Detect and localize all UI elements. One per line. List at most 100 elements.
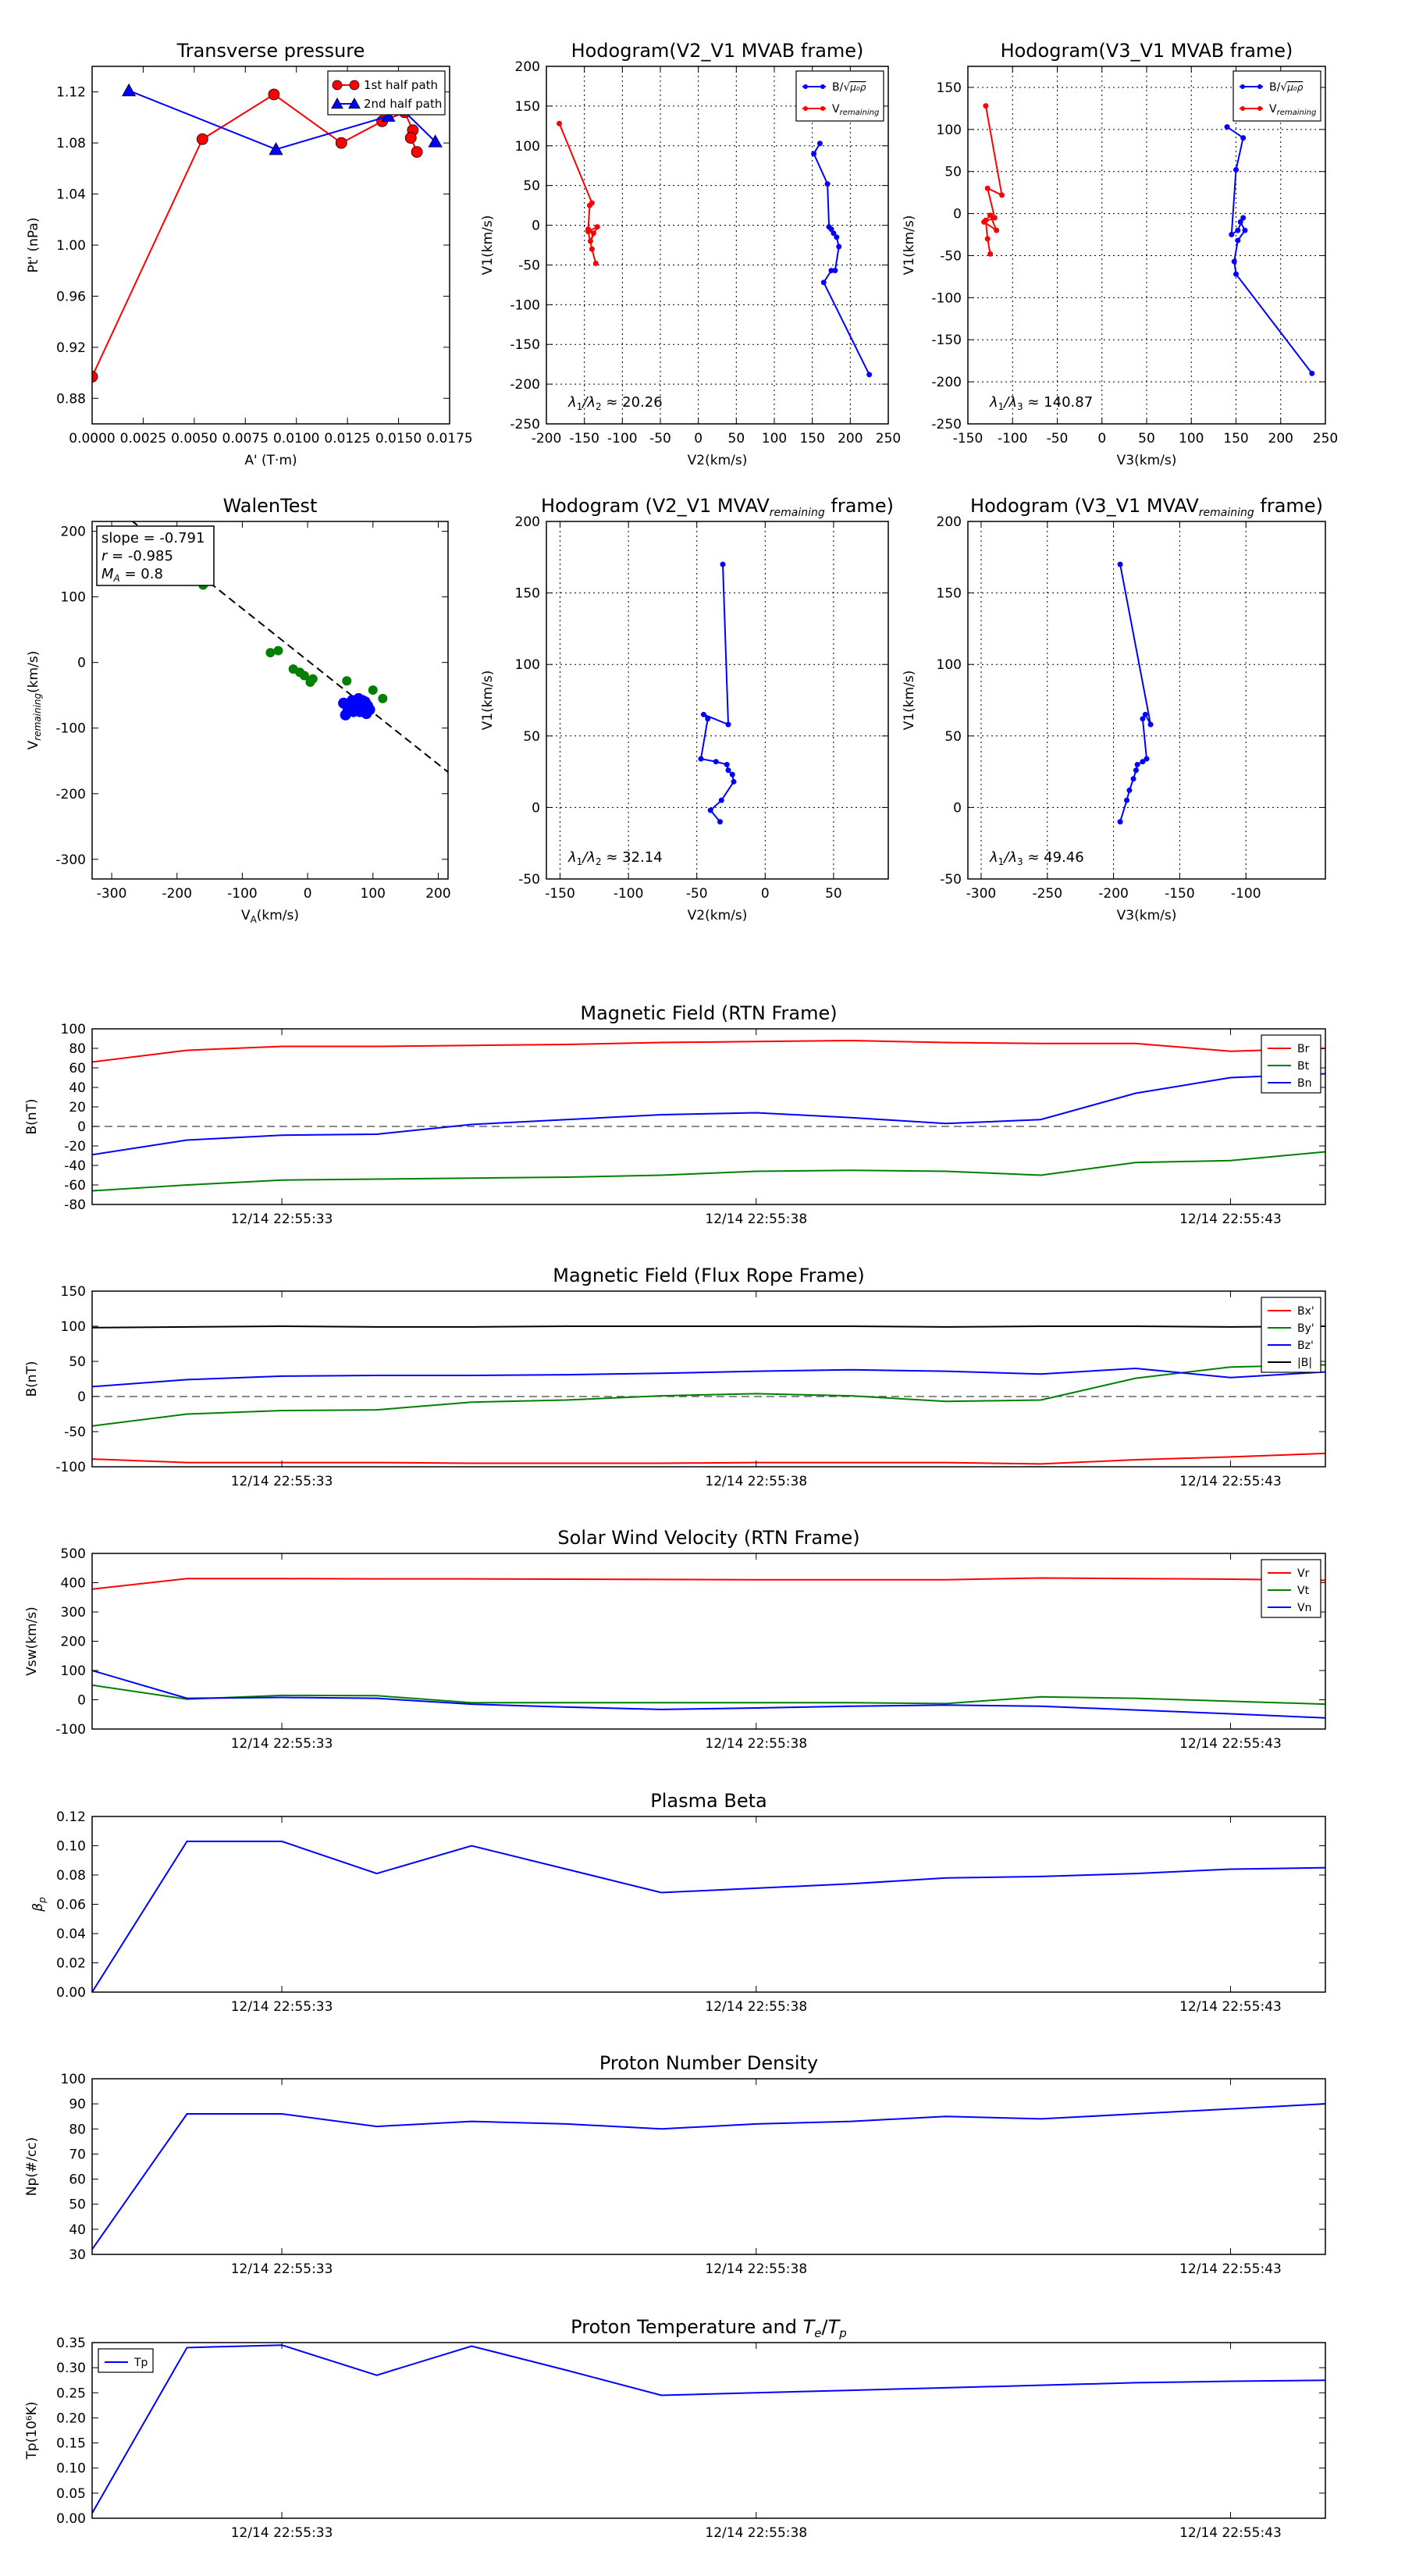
x-axis-label: V3(km/s) [1117,908,1177,923]
y-tick-label: -200 [510,377,540,393]
y-tick-label: 100 [61,1022,86,1037]
data-point [1142,711,1148,717]
y-tick-label: 150 [515,99,540,115]
y-tick-label: 40 [69,1080,86,1096]
y-tick-label: 100 [937,657,962,673]
x-tick-label: 12/14 22:55:38 [705,1999,807,2015]
x-tick-label: 0.0175 [426,431,472,447]
y-tick-label: -100 [931,290,962,306]
y-tick-label: -100 [55,1460,86,1475]
y-tick-label: 100 [61,1663,86,1679]
x-tick-label: 12/14 22:55:43 [1179,1736,1282,1752]
data-point [1144,756,1150,762]
data-point [705,716,711,722]
data-point [1147,721,1154,728]
data-point [700,711,706,717]
y-tick-label: -150 [510,337,540,353]
data-point [1309,370,1315,376]
y-tick-label: 1.00 [56,238,86,254]
data-point [1133,767,1139,774]
x-axis-label: VA(km/s) [241,908,299,925]
y-tick-label: -250 [931,417,962,432]
x-tick-label: 12/14 22:55:33 [231,2525,333,2541]
data-point [585,229,592,235]
chart-np: Proton Number Density 12/14 22:55:33 12/14… [24,2052,1326,2277]
y-axis-label: V1(km/s) [902,215,917,276]
y-tick-label: 90 [69,2097,86,2112]
data-point [987,251,994,257]
series-line-hodo [699,564,735,823]
chart-data-group [698,561,737,825]
data-point [592,260,599,266]
series-line-Vremaining [982,105,1003,254]
series-line-By [92,1364,1325,1427]
y-tick-label: 0 [953,800,962,816]
data-point [717,819,724,825]
y-tick-label: 0 [77,1119,86,1135]
x-tick-label: 12/14 22:55:33 [231,2261,333,2277]
data-point [1240,215,1247,221]
x-tick-label: 100 [1179,431,1204,447]
data-point [196,133,208,145]
y-tick-label: 0.88 [56,391,86,407]
y-tick-label: 0.10 [56,2461,86,2477]
chart-tp2: Proton Temperature and Te/Tp 12/14 22:55:… [24,2316,1326,2541]
legend-marker [803,106,808,111]
y-axis-label: Pt' (nPa) [26,218,41,273]
data-point [1242,227,1248,233]
data-point [832,268,838,274]
y-tick-label: 200 [515,59,540,75]
legend-label: Bx' [1297,1305,1314,1318]
series-line-Vt [92,1684,1325,1706]
chart-data-group [557,120,873,378]
x-tick-label: 100 [762,431,787,447]
x-tick-label: 0.0150 [375,431,422,447]
x-tick-label: 12/14 22:55:38 [705,2525,807,2541]
y-tick-label: 50 [69,2197,86,2213]
data-point [1237,219,1243,225]
x-tick-label: -150 [545,886,575,902]
series-line-beta [92,1840,1325,1992]
legend-label: Br [1297,1043,1310,1055]
y-tick-label: -100 [510,297,540,313]
y-tick-label: 0 [532,800,540,816]
y-tick-label: 50 [944,165,962,180]
data-point [590,230,596,237]
data-point [1224,124,1230,130]
y-tick-label: 100 [61,590,86,606]
data-point [1130,776,1136,782]
y-tick-label: 300 [61,1605,86,1621]
x-axis-label: A' (T·m) [244,453,297,468]
x-tick-label: -250 [1032,886,1062,902]
x-tick-label: 200 [838,431,863,447]
x-tick-label: -300 [966,886,997,902]
legend-marker [1257,106,1262,111]
chart-title: Hodogram (V2_V1 MVAVremaining frame) [541,495,894,519]
y-tick-label: 100 [61,2072,86,2087]
chart-title: Solar Wind Velocity (RTN Frame) [557,1527,859,1549]
y-tick-label: 0.10 [56,1839,86,1855]
y-tick-label: -50 [64,1425,86,1440]
legend-box [1261,1559,1321,1618]
legend-marker [820,106,825,111]
y-axis-label: βp [30,1897,48,1912]
y-tick-label: 0 [953,207,962,222]
plot-frame [91,1290,1326,1468]
x-tick-label: 0 [304,886,312,902]
legend-label: B/√μ₀ρ [832,81,866,94]
x-tick-label: 0 [761,886,770,902]
y-axis-label: V1(km/s) [902,671,917,731]
data-point [1140,759,1146,765]
y-axis-label: B(nT) [24,1098,40,1134]
y-tick-label: 70 [69,2147,86,2162]
data-point [1134,761,1140,767]
x-tick-label: -50 [1047,431,1069,447]
legend-box [1261,1034,1321,1094]
y-tick-label: 20 [69,1100,86,1115]
legend-label: Vremaining [832,103,879,117]
legend-marker [803,84,808,89]
chart-title: Proton Number Density [599,2052,818,2074]
x-tick-label: 12/14 22:55:33 [231,1999,333,2015]
series-line-Bt [92,1151,1325,1192]
y-tick-label: 0 [77,656,86,671]
